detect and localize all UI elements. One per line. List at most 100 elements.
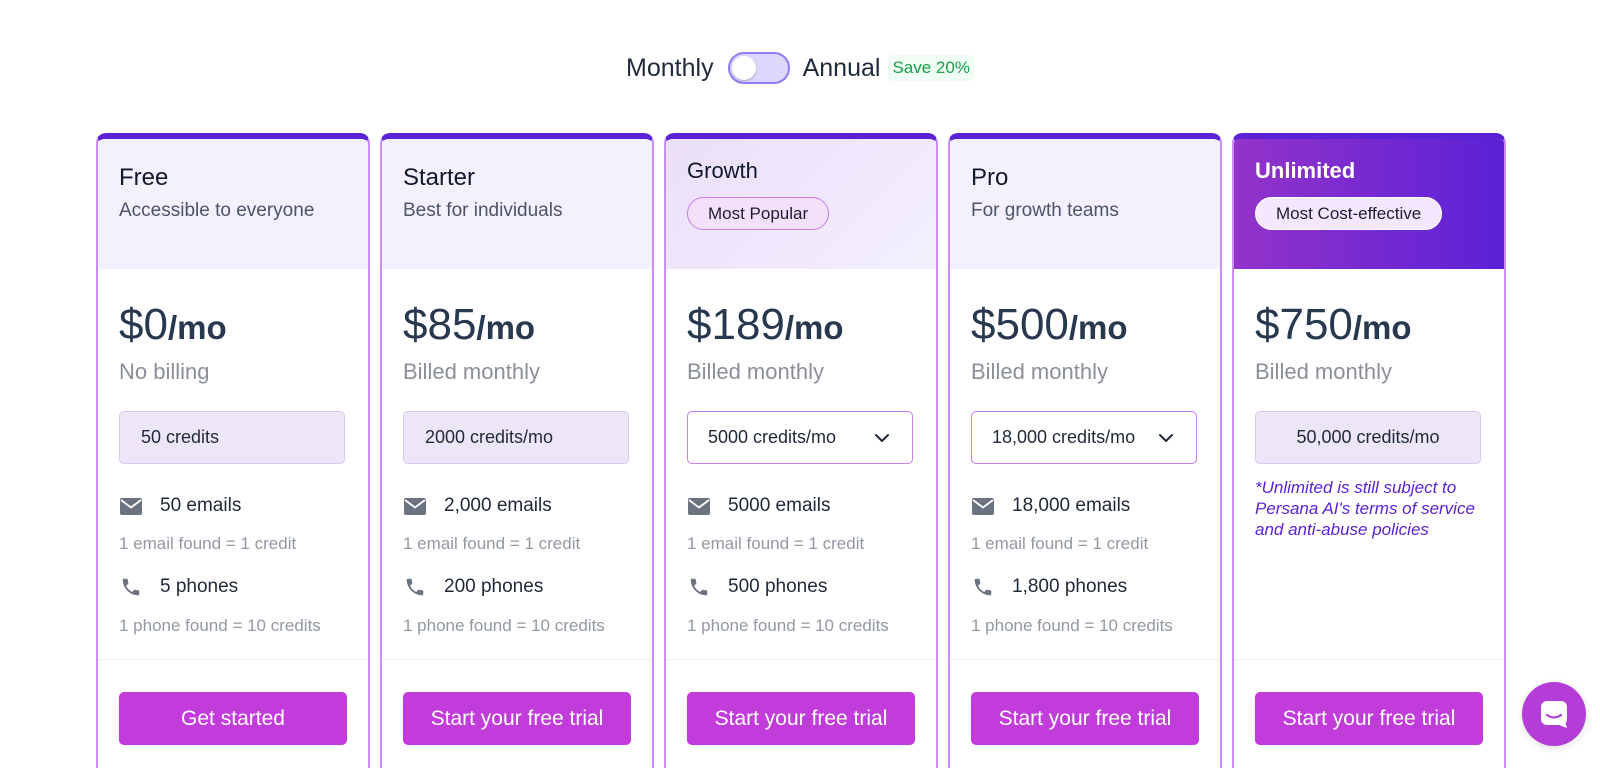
email-count: 50 emails <box>160 495 242 516</box>
envelope-icon <box>119 494 143 518</box>
price-unit: /mo <box>1352 309 1412 346</box>
monthly-label[interactable]: Monthly <box>626 53 714 82</box>
envelope-icon <box>403 494 427 518</box>
billing-toggle: Monthly Annual Save 20% <box>0 48 1600 88</box>
email-credit-note: 1 email found = 1 credit <box>403 534 581 553</box>
price-amount: $189 <box>687 300 785 349</box>
annual-label[interactable]: Annual <box>802 53 881 82</box>
plan-card-starter: Starter Best for individuals $85/mo Bill… <box>380 133 654 768</box>
phone-icon <box>119 575 143 599</box>
chat-icon <box>1539 699 1569 729</box>
chevron-down-icon <box>1156 428 1176 448</box>
phone-count: 5 phones <box>160 576 239 597</box>
email-credit-note: 1 email found = 1 credit <box>687 534 865 553</box>
email-count: 5000 emails <box>728 495 831 516</box>
email-credit-note: 1 email found = 1 credit <box>971 534 1149 553</box>
plan-subtitle: Best for individuals <box>403 200 563 221</box>
email-feature: 18,000 emails <box>971 494 1130 518</box>
switch-knob <box>731 56 756 80</box>
credits-value: 50,000 credits/mo <box>1296 427 1440 447</box>
envelope-icon <box>971 494 995 518</box>
email-credit-note: 1 email found = 1 credit <box>119 534 297 553</box>
phone-icon <box>403 575 427 599</box>
save-badge: Save 20% <box>888 55 974 81</box>
price: $189/mo <box>687 300 844 350</box>
price-amount: $0 <box>119 300 168 349</box>
divider <box>98 659 368 660</box>
plan-name: Starter <box>403 164 476 191</box>
plan-name: Pro <box>971 164 1009 191</box>
start-free-trial-button[interactable]: Start your free trial <box>687 692 915 745</box>
plan-header: Growth Most Popular <box>666 139 936 269</box>
price-amount: $85 <box>403 300 477 349</box>
price-unit: /mo <box>476 309 536 346</box>
credits-display: 2000 credits/mo <box>403 411 629 464</box>
plan-subtitle: Accessible to everyone <box>119 200 315 221</box>
divider <box>666 659 936 660</box>
price: $85/mo <box>403 300 535 350</box>
credits-dropdown[interactable]: 18,000 credits/mo <box>971 411 1197 464</box>
price: $750/mo <box>1255 300 1412 350</box>
most-cost-effective-badge: Most Cost-effective <box>1255 197 1443 230</box>
email-feature: 2,000 emails <box>403 494 552 518</box>
start-free-trial-button[interactable]: Start your free trial <box>971 692 1199 745</box>
price-unit: /mo <box>1068 309 1128 346</box>
plan-card-growth: Growth Most Popular $189/mo Billed month… <box>664 133 938 768</box>
price: $500/mo <box>971 300 1128 350</box>
phone-count: 200 phones <box>444 576 544 597</box>
billing-note: Billed monthly <box>1255 359 1392 384</box>
plan-name: Growth <box>687 158 758 183</box>
credits-display: 50,000 credits/mo <box>1255 411 1481 464</box>
phone-icon <box>971 575 995 599</box>
credits-selected-value: 5000 credits/mo <box>708 427 837 447</box>
phone-credit-note: 1 phone found = 10 credits <box>687 616 889 635</box>
phone-feature: 5 phones <box>119 575 238 599</box>
plan-card-pro: Pro For growth teams $500/mo Billed mont… <box>948 133 1222 768</box>
price-amount: $500 <box>971 300 1069 349</box>
divider <box>1234 659 1504 660</box>
phone-credit-note: 1 phone found = 10 credits <box>971 616 1173 635</box>
plan-header: Unlimited Most Cost-effective <box>1234 139 1504 269</box>
phone-count: 1,800 phones <box>1012 576 1128 597</box>
billing-note: No billing <box>119 359 210 384</box>
plan-name: Free <box>119 164 169 191</box>
price-unit: /mo <box>784 309 844 346</box>
phone-feature: 500 phones <box>687 575 827 599</box>
price: $0/mo <box>119 300 227 350</box>
plan-name: Unlimited <box>1255 158 1356 183</box>
email-count: 18,000 emails <box>1012 495 1131 516</box>
credits-display: 50 credits <box>119 411 345 464</box>
get-started-button[interactable]: Get started <box>119 692 347 745</box>
email-feature: 50 emails <box>119 494 241 518</box>
billing-note: Billed monthly <box>687 359 824 384</box>
plan-header: Free Accessible to everyone <box>98 139 368 269</box>
phone-credit-note: 1 phone found = 10 credits <box>119 616 321 635</box>
price-amount: $750 <box>1255 300 1353 349</box>
most-popular-badge: Most Popular <box>687 197 830 230</box>
billing-note: Billed monthly <box>971 359 1108 384</box>
pricing-plans: Free Accessible to everyone $0/mo No bil… <box>96 133 1508 768</box>
plan-subtitle: For growth teams <box>971 200 1119 221</box>
phone-feature: 1,800 phones <box>971 575 1127 599</box>
plan-card-unlimited: Unlimited Most Cost-effective $750/mo Bi… <box>1232 133 1506 768</box>
plan-header: Pro For growth teams <box>950 139 1220 269</box>
start-free-trial-button[interactable]: Start your free trial <box>403 692 631 745</box>
credits-dropdown[interactable]: 5000 credits/mo <box>687 411 913 464</box>
email-feature: 5000 emails <box>687 494 830 518</box>
phone-icon <box>687 575 711 599</box>
phone-count: 500 phones <box>728 576 828 597</box>
credits-value: 2000 credits/mo <box>425 427 554 447</box>
phone-credit-note: 1 phone found = 10 credits <box>403 616 605 635</box>
divider <box>950 659 1220 660</box>
email-count: 2,000 emails <box>444 495 552 516</box>
price-unit: /mo <box>167 309 227 346</box>
billing-period-switch[interactable] <box>727 52 790 84</box>
chat-launcher-button[interactable] <box>1522 682 1586 746</box>
plan-card-free: Free Accessible to everyone $0/mo No bil… <box>96 133 370 768</box>
phone-feature: 200 phones <box>403 575 543 599</box>
unlimited-disclaimer: *Unlimited is still subject to Persana A… <box>1255 478 1475 539</box>
plan-header: Starter Best for individuals <box>382 139 652 269</box>
start-free-trial-button[interactable]: Start your free trial <box>1255 692 1483 745</box>
envelope-icon <box>687 494 711 518</box>
credits-value: 50 credits <box>141 427 220 447</box>
